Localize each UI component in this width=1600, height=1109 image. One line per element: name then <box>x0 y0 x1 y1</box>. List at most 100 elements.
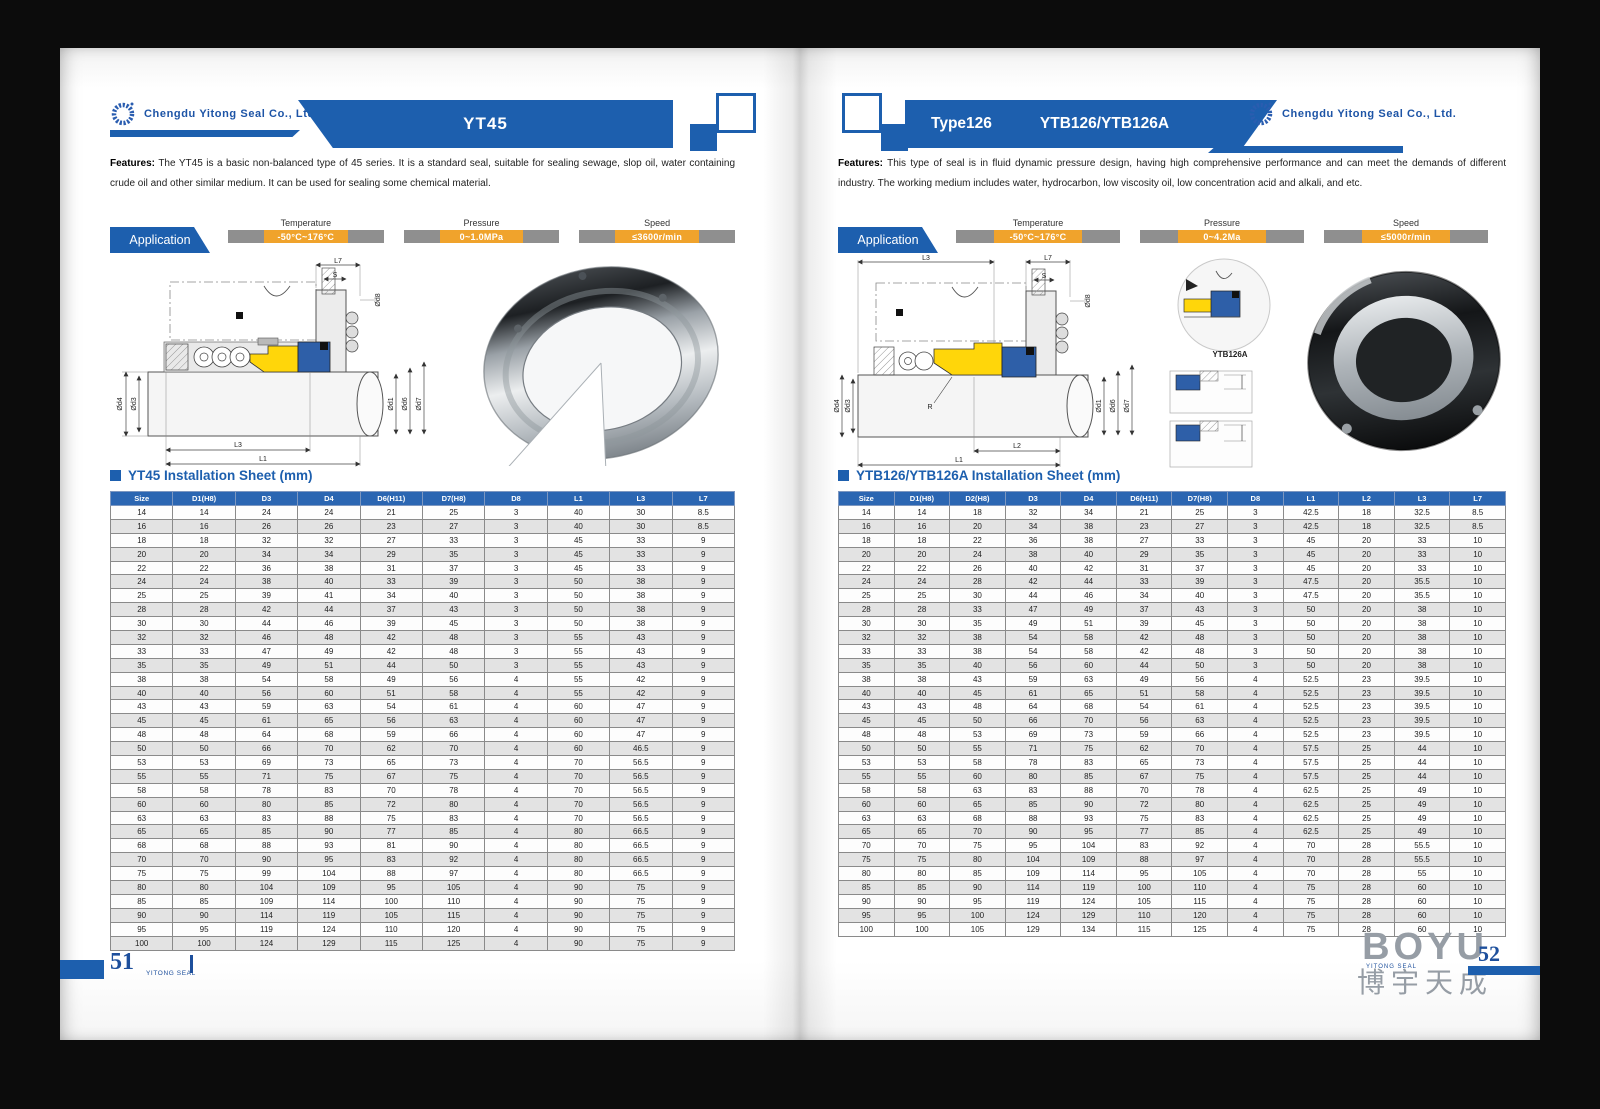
table-cell: 4 <box>1227 921 1284 937</box>
table-cell: 24 <box>172 574 236 590</box>
table-cell: 10 <box>1449 852 1506 868</box>
table-cell: 28 <box>949 574 1006 590</box>
table-cell: 49 <box>1393 782 1451 798</box>
table-cell: 105 <box>1171 866 1229 882</box>
table-cell: 40 <box>838 685 895 701</box>
table-cell: 62 <box>1115 741 1173 757</box>
table-cell: 49 <box>297 643 361 659</box>
table-cell: 65 <box>109 824 174 840</box>
table-row: 28 28 42 44 37 43 3 50 38 9 <box>109 602 736 618</box>
table-cell: 90 <box>546 907 611 923</box>
table-cell: 88 <box>234 838 299 854</box>
table-row: 65 65 85 90 77 85 4 80 66.5 9 <box>109 824 736 840</box>
table-cell: 3 <box>484 616 548 632</box>
table-cell: 115 <box>1115 921 1173 937</box>
table-cell: 70 <box>1115 782 1173 798</box>
table-cell: 90 <box>172 907 236 923</box>
table-cell: 64 <box>234 727 299 743</box>
table-cell: 66 <box>1171 727 1229 743</box>
table-cell: 35 <box>172 657 236 673</box>
table-row: 55 55 60 80 85 67 75 4 57.5 25 44 10 <box>838 768 1506 784</box>
table-cell: 80 <box>838 866 895 882</box>
table-cell: 9 <box>671 893 736 909</box>
table-cell: 20 <box>1338 574 1395 590</box>
table-cell: 65 <box>1060 685 1117 701</box>
table-cell: 20 <box>1338 602 1395 618</box>
svg-text:L1: L1 <box>259 456 267 463</box>
table-cell: 4 <box>1227 824 1284 840</box>
table-cell: 85 <box>838 880 895 895</box>
table-cell: 42.5 <box>1282 505 1340 520</box>
table-cell: 4 <box>484 768 548 784</box>
table-row: 30 30 35 49 51 39 45 3 50 20 38 10 <box>838 616 1506 632</box>
table-cell: 48 <box>172 727 236 743</box>
table-cell: 50 <box>1282 657 1340 673</box>
table-cell: 90 <box>546 921 611 937</box>
table-row: 85 85 90 114 119 100 110 4 75 28 60 10 <box>838 880 1506 895</box>
table-cell: 22 <box>838 560 895 576</box>
table-cell: 85 <box>949 866 1006 882</box>
table-cell: 20 <box>1338 616 1395 632</box>
table-cell: 33 <box>1393 532 1451 548</box>
table-cell: 95 <box>949 893 1006 909</box>
table-cell: 34 <box>1060 505 1117 520</box>
table-cell: 35.5 <box>1393 574 1451 590</box>
table-cell: 33 <box>1115 574 1173 590</box>
table-cell: 40 <box>172 685 236 701</box>
table-cell: 38 <box>297 560 361 576</box>
table-cell: 75 <box>1171 768 1229 784</box>
model-banner: Type126 YTB126/YTB126A <box>905 100 1277 148</box>
table-row: 50 50 66 70 62 70 4 60 46.5 9 <box>109 741 736 757</box>
table-cell: 70 <box>421 741 486 757</box>
table-cell: 58 <box>1060 643 1117 659</box>
table-cell: 75 <box>893 852 951 868</box>
table-cell: 30 <box>609 505 673 520</box>
table-cell: 35.5 <box>1393 588 1451 604</box>
table-cell: 46 <box>1060 588 1117 604</box>
table-cell: 28 <box>1338 866 1395 882</box>
table-cell: 38 <box>1393 643 1451 659</box>
table-cell: 24 <box>234 505 299 520</box>
table-row: 40 40 45 61 65 51 58 4 52.5 23 39.5 10 <box>838 685 1506 701</box>
table-cell: 28 <box>172 602 236 618</box>
table-cell: 50 <box>949 713 1006 729</box>
table-cell: 63 <box>421 713 486 729</box>
table-cell: 33 <box>609 546 673 562</box>
table-cell: 4 <box>1227 727 1284 743</box>
table-cell: 30 <box>609 518 673 534</box>
table-cell: 33 <box>949 602 1006 618</box>
table-cell: 56.5 <box>609 796 673 812</box>
table-cell: 48 <box>421 643 486 659</box>
table-cell: 85 <box>297 796 361 812</box>
table-cell: 10 <box>1449 768 1506 784</box>
table-cell: 78 <box>234 782 299 798</box>
table-cell: 9 <box>671 796 736 812</box>
table-cell: 31 <box>359 560 423 576</box>
yitong-ring-logo-icon <box>111 102 135 126</box>
table-cell: 4 <box>1227 893 1284 909</box>
table-cell: 66.5 <box>609 852 673 868</box>
table-cell: 104 <box>1060 838 1117 854</box>
table-cell: 70 <box>546 782 611 798</box>
table-cell: 39 <box>1171 574 1229 590</box>
features-text: The YT45 is a basic non-balanced type of… <box>110 158 736 189</box>
page-number: 51 <box>110 949 134 975</box>
table-cell: 38 <box>609 616 673 632</box>
table-cell: 47 <box>609 699 673 715</box>
table-cell: 20 <box>1338 546 1395 562</box>
table-cell: 33 <box>609 560 673 576</box>
table-cell: 60 <box>172 796 236 812</box>
table-cell: 49 <box>1004 616 1062 632</box>
table-cell: 95 <box>1115 866 1173 882</box>
table-cell: 60 <box>546 713 611 729</box>
table-cell: 18 <box>1338 505 1395 520</box>
table-cell: 4 <box>1227 768 1284 784</box>
table-cell: 4 <box>484 782 548 798</box>
table-cell: 55 <box>172 768 236 784</box>
table-cell: 28 <box>1338 838 1395 854</box>
table-cell: 61 <box>1004 685 1062 701</box>
table-cell: 48 <box>949 699 1006 715</box>
table-cell: 110 <box>359 921 423 937</box>
table-cell: 33 <box>893 643 951 659</box>
table-cell: 59 <box>234 699 299 715</box>
